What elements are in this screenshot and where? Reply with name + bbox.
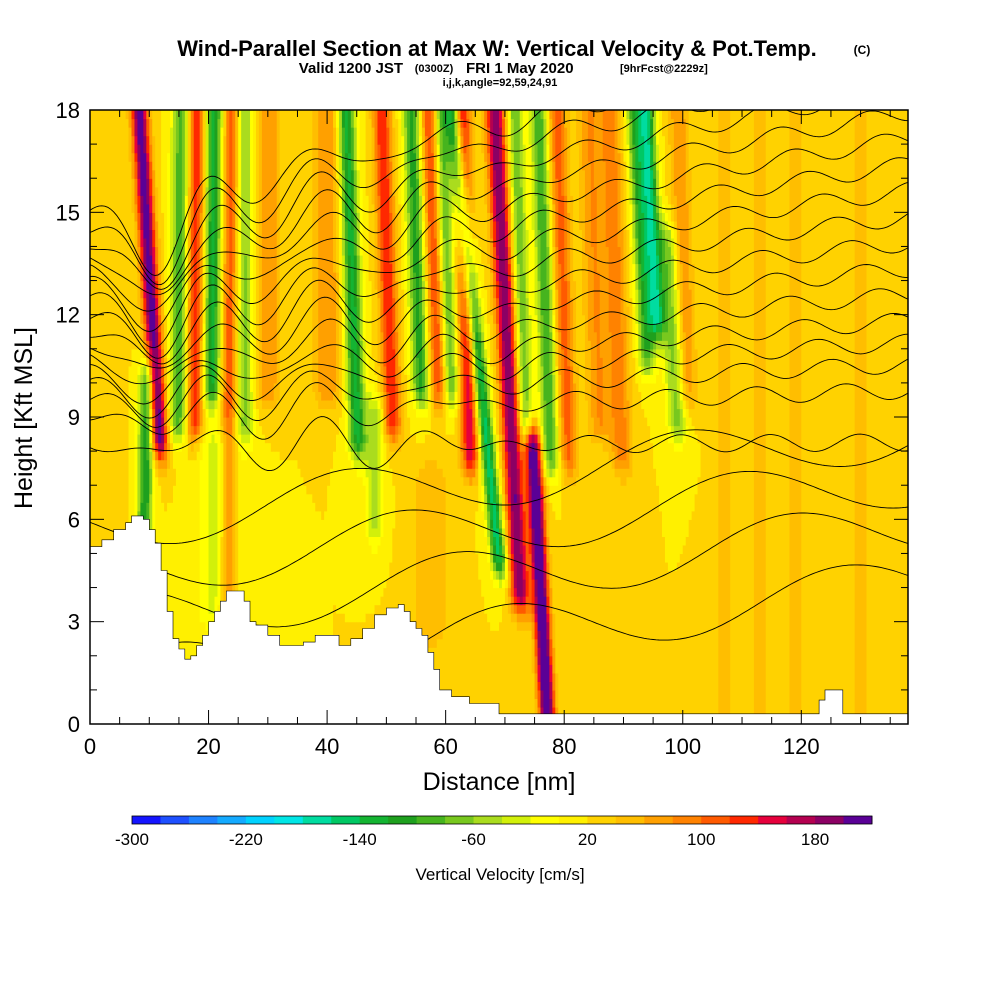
colorbar-swatch bbox=[502, 816, 531, 824]
colorbar-swatch bbox=[445, 816, 475, 824]
colorbar-swatch bbox=[701, 816, 731, 824]
colorbar-frame bbox=[131, 815, 873, 825]
y-tick-label: 15 bbox=[56, 200, 80, 225]
colorbar-swatch bbox=[217, 816, 247, 824]
y-tick-label: 9 bbox=[68, 405, 80, 430]
colorbar-tick-label: -140 bbox=[343, 830, 377, 849]
x-tick-label: 80 bbox=[552, 734, 576, 759]
colorbar-swatch bbox=[644, 816, 674, 824]
colorbar-swatch bbox=[388, 816, 418, 824]
colorbar-tick-label: 180 bbox=[801, 830, 829, 849]
colorbar-swatch bbox=[160, 816, 190, 824]
subtitle-date: FRI 1 May 2020 bbox=[466, 60, 574, 77]
colorbar-swatch bbox=[786, 816, 816, 824]
y-tick-label: 12 bbox=[56, 303, 80, 328]
colorbar-swatch bbox=[188, 816, 218, 824]
x-tick-label: 0 bbox=[84, 734, 96, 759]
colorbar-swatch bbox=[416, 816, 446, 824]
colorbar-tick-label: 100 bbox=[687, 830, 715, 849]
subtitle-valid: Valid 1200 JST bbox=[299, 60, 403, 77]
x-tick-label: 60 bbox=[433, 734, 457, 759]
subtitle-indices: i,j,k,angle=92,59,24,91 bbox=[443, 77, 558, 89]
colorbar-swatch bbox=[558, 816, 588, 824]
y-axis-label: Height [Kft MSL] bbox=[10, 327, 38, 509]
colorbar-tick-label: -220 bbox=[229, 830, 263, 849]
colorbar-swatch bbox=[672, 816, 702, 824]
colorbar-swatch bbox=[302, 816, 332, 824]
chart-title-mark: (C) bbox=[854, 43, 871, 57]
colorbar-swatch bbox=[530, 816, 560, 824]
subtitle-utc: (0300Z) bbox=[415, 63, 454, 75]
potential-temperature-contours bbox=[90, 110, 908, 681]
terrain-mask bbox=[89, 515, 909, 725]
colorbar-swatch bbox=[815, 816, 845, 824]
colorbar-swatch bbox=[331, 816, 361, 824]
colorbar-swatch bbox=[473, 816, 503, 824]
subtitle-forecast: [9hrFcst@2229z] bbox=[620, 63, 708, 75]
colorbar-swatch bbox=[758, 816, 788, 824]
x-tick-label: 40 bbox=[315, 734, 339, 759]
colorbar-swatch bbox=[587, 816, 617, 824]
y-tick-label: 3 bbox=[68, 610, 80, 635]
colorbar-tick-label: 20 bbox=[578, 830, 597, 849]
colorbar-tick-label: -300 bbox=[115, 830, 149, 849]
colorbar-tick-label: -60 bbox=[461, 830, 486, 849]
colorbar: -300 -220 -140 -60 20 100 180 bbox=[115, 815, 873, 849]
colorbar-swatch bbox=[245, 816, 275, 824]
colorbar-swatch bbox=[843, 816, 873, 824]
x-tick-label: 20 bbox=[196, 734, 220, 759]
colorbar-swatch bbox=[359, 816, 389, 824]
x-axis-label: Distance [nm] bbox=[423, 768, 576, 796]
y-tick-label: 0 bbox=[68, 712, 80, 737]
y-tick-label: 6 bbox=[68, 507, 80, 532]
colorbar-label: Vertical Velocity [cm/s] bbox=[415, 865, 584, 884]
colorbar-swatch bbox=[615, 816, 645, 824]
colorbar-swatch bbox=[729, 816, 759, 824]
colorbar-swatch bbox=[274, 816, 304, 824]
x-tick-label: 120 bbox=[783, 734, 820, 759]
y-tick-label: 18 bbox=[56, 98, 80, 123]
colorbar-swatch bbox=[132, 816, 161, 824]
x-tick-label: 100 bbox=[664, 734, 701, 759]
axis-ticks: 0 20 40 60 80 100 120 0 3 6 9 12 15 18 bbox=[56, 98, 908, 759]
chart-title: Wind-Parallel Section at Max W: Vertical… bbox=[177, 36, 817, 61]
